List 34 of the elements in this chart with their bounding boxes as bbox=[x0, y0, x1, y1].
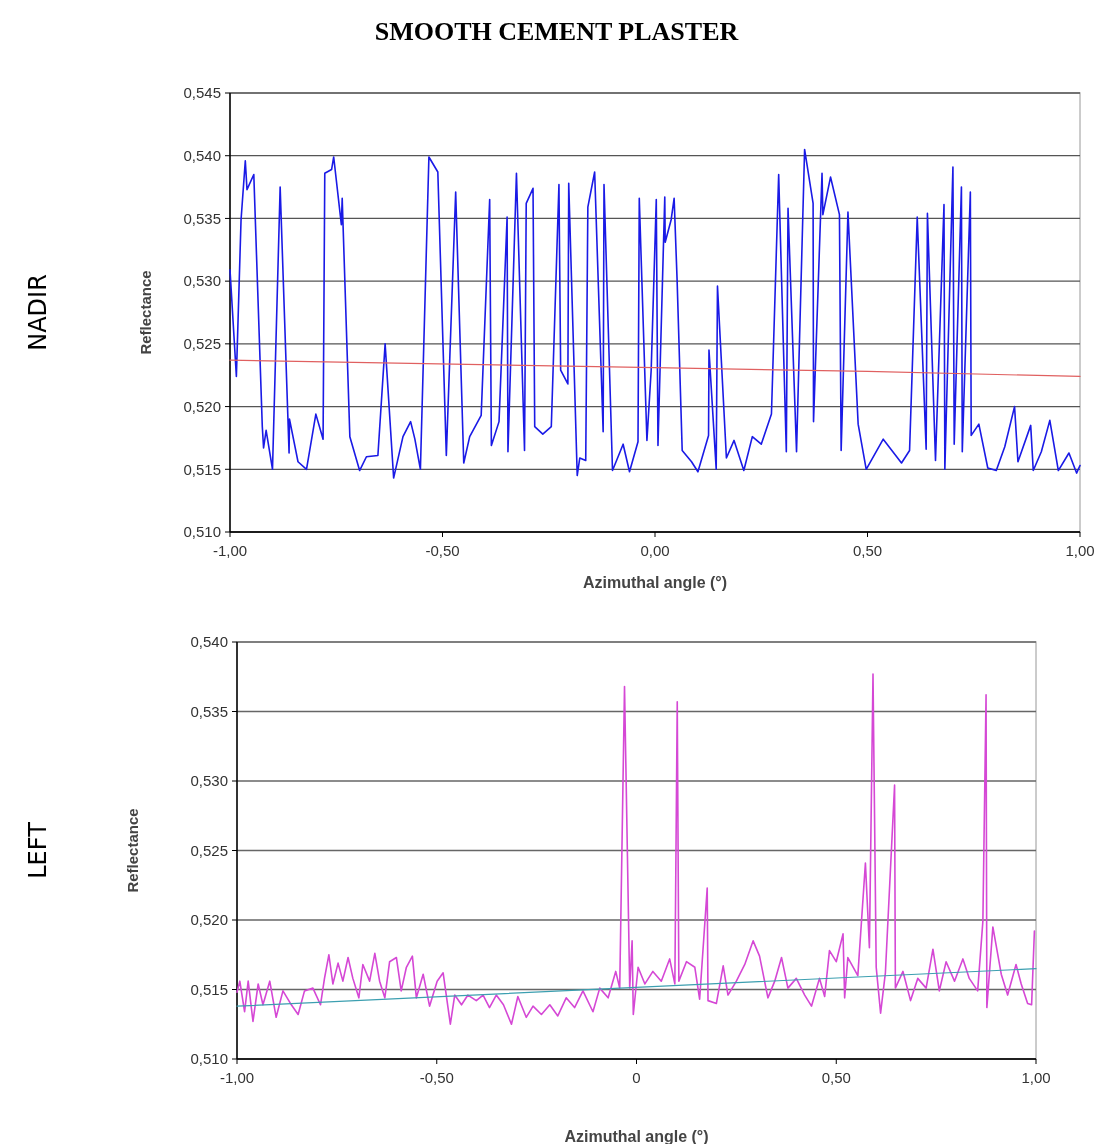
y-tick-label: 0,535 bbox=[183, 209, 221, 227]
line-series bbox=[229, 359, 1081, 378]
y-tick-label: 0,520 bbox=[183, 397, 221, 415]
x-axis-title: Azimuthal angle (°) bbox=[582, 574, 728, 591]
y-tick-label: 0,535 bbox=[190, 702, 228, 720]
chart-title: SMOOTH CEMENT PLASTER bbox=[374, 17, 739, 46]
y-tick-label: 0,515 bbox=[190, 980, 228, 998]
x-tick-label: -0,50 bbox=[419, 1069, 454, 1086]
y-tick-label: 0,520 bbox=[190, 911, 228, 929]
x-tick-label: 0,50 bbox=[821, 1069, 851, 1086]
line-series bbox=[229, 148, 1081, 479]
y-tick-label: 0,540 bbox=[190, 633, 228, 651]
y-axis-title: Reflectance bbox=[137, 270, 154, 355]
x-tick-label: -1,00 bbox=[219, 1069, 255, 1086]
x-tick-label: -1,00 bbox=[212, 542, 248, 559]
y-tick-label: 0,540 bbox=[183, 146, 221, 164]
y-tick-label: 0,510 bbox=[183, 523, 221, 541]
text: NADIR bbox=[24, 274, 52, 351]
x-tick-label: 0 bbox=[632, 1069, 641, 1086]
x-tick-label: 0,00 bbox=[640, 542, 670, 559]
y-tick-label: 0,530 bbox=[190, 772, 228, 790]
y-tick-label: 0,545 bbox=[183, 84, 221, 102]
y-axis-title: Reflectance bbox=[124, 808, 141, 893]
line-series bbox=[236, 673, 1036, 1026]
y-tick-label: 0,525 bbox=[190, 841, 228, 859]
y-tick-label: 0,525 bbox=[183, 335, 221, 353]
x-tick-label: 1,00 bbox=[1065, 542, 1095, 559]
y-tick-label: 0,510 bbox=[190, 1050, 228, 1068]
text: LEFT bbox=[24, 821, 52, 879]
x-tick-label: -0,50 bbox=[425, 542, 460, 559]
y-tick-label: 0,515 bbox=[183, 460, 221, 478]
x-tick-label: 1,00 bbox=[1021, 1069, 1051, 1086]
x-tick-label: 0,50 bbox=[852, 542, 883, 559]
y-tick-label: 0,530 bbox=[183, 272, 221, 290]
